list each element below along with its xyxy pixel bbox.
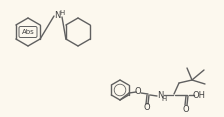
Text: Abs: Abs xyxy=(22,29,34,35)
Text: H: H xyxy=(161,96,167,102)
Text: N: N xyxy=(54,11,60,20)
Text: H: H xyxy=(59,10,65,16)
Text: O: O xyxy=(144,104,150,113)
Text: O: O xyxy=(135,88,141,97)
FancyBboxPatch shape xyxy=(19,26,37,38)
Text: OH: OH xyxy=(192,91,205,99)
Text: O: O xyxy=(183,104,189,113)
Text: N: N xyxy=(157,91,163,101)
